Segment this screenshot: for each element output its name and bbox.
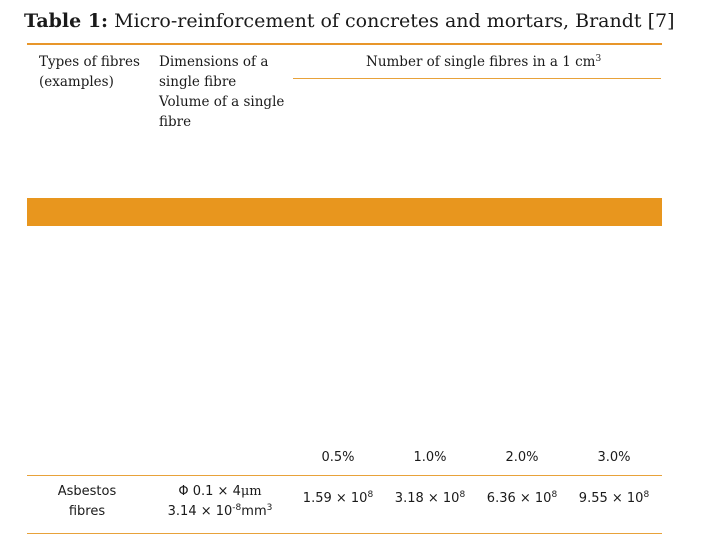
count-2-0-base: 6.36 × 10 [486, 491, 552, 506]
row-type-line-1: Asbestos [57, 484, 117, 499]
volume-unit-exponent: 3 [266, 503, 273, 513]
count-1-0-exp: 8 [459, 490, 466, 500]
dimension-unit: μm [240, 484, 262, 499]
header-number-exponent: 3 [595, 54, 602, 64]
header-bottom-rule [27, 475, 662, 476]
count-2-0-exp: 8 [551, 490, 558, 500]
percent-col-3: 2.0% [505, 450, 539, 465]
count-3-0-base: 9.55 × 10 [578, 491, 644, 506]
header-dimensions-line-2: single fibre [159, 74, 237, 90]
count-3-0-exp: 8 [643, 490, 650, 500]
row-dimension-value: Φ 0.1 × 4μm [160, 482, 280, 502]
header-number-underline [293, 78, 661, 79]
header-types-line-1: Types of fibres [39, 54, 140, 70]
dimension-prefix: Φ 0.1 × 4 [178, 484, 241, 499]
percent-col-4: 3.0% [597, 450, 631, 465]
row-type-line-2: fibres [68, 504, 106, 519]
table-caption: Table 1: Micro-reinforcement of concrete… [24, 10, 675, 32]
percent-col-2: 1.0% [413, 450, 447, 465]
table-top-rule [27, 43, 662, 45]
table-number: Table 1: [24, 10, 109, 32]
count-0-5-percent: 1.59 × 108 [294, 490, 382, 507]
row-volume-value: 3.14 × 10-8mm3 [160, 502, 280, 522]
header-types-line-2: (examples) [39, 74, 114, 90]
count-0-5-exp: 8 [367, 490, 374, 500]
row-dimension-asbestos: Φ 0.1 × 4μm 3.14 × 10-8mm3 [160, 482, 280, 522]
table-title: Micro-reinforcement of concretes and mor… [114, 10, 675, 32]
count-3-0-percent: 9.55 × 108 [570, 490, 658, 507]
count-2-0-percent: 6.36 × 108 [478, 490, 566, 507]
header-number-of-fibres: Number of single fibres in a 1 cm3 [366, 52, 601, 72]
row-type-asbestos: Asbestos fibres [27, 482, 147, 522]
header-dimensions-line-1: Dimensions of a [159, 54, 269, 70]
volume-exponent: -8 [232, 503, 242, 513]
count-1-0-percent: 3.18 × 108 [386, 490, 474, 507]
orange-band [27, 198, 662, 226]
count-1-0-base: 3.18 × 10 [394, 491, 460, 506]
header-types-of-fibres: Types of fibres (examples) [39, 52, 140, 92]
header-dimensions-line-4: fibre [159, 114, 192, 130]
volume-unit: mm [241, 504, 267, 519]
volume-base: 3.14 × 10 [167, 504, 233, 519]
count-0-5-base: 1.59 × 10 [302, 491, 368, 506]
header-dimensions-line-3: Volume of a single [159, 94, 285, 110]
table-bottom-rule [27, 533, 662, 534]
percent-col-1: 0.5% [321, 450, 355, 465]
header-dimensions: Dimensions of a single fibre Volume of a… [159, 52, 284, 132]
header-number-label: Number of single fibres in a 1 cm [366, 54, 596, 70]
